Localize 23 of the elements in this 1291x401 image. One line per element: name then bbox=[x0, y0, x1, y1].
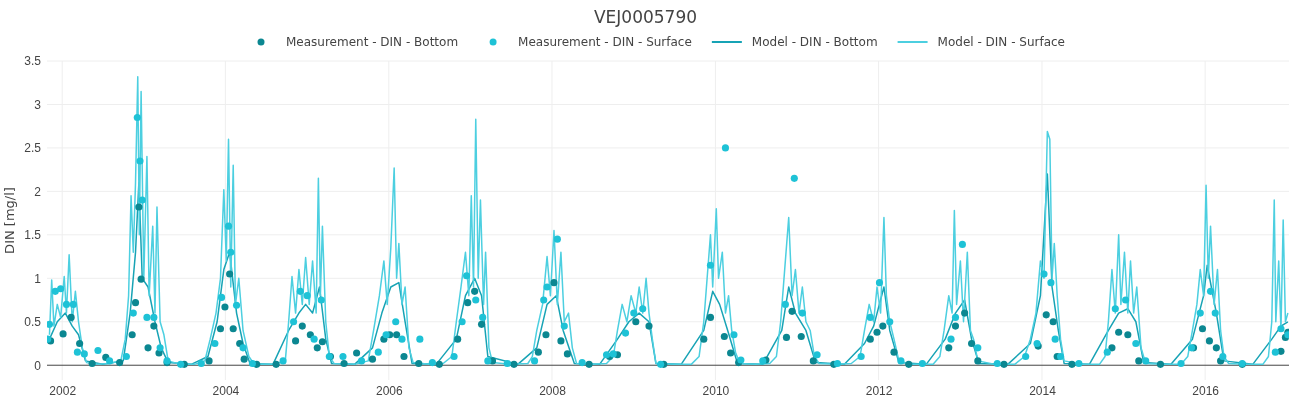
x-tick-label: 2012 bbox=[865, 383, 893, 398]
y-axis-title: DIN [mg/l] bbox=[2, 187, 17, 254]
legend-label: Measurement - DIN - Surface bbox=[518, 35, 692, 49]
line-series bbox=[48, 173, 1289, 366]
y-tick-label: 1 bbox=[34, 271, 42, 286]
legend-label: Model - DIN - Bottom bbox=[751, 35, 878, 49]
y-tick-label: 1.5 bbox=[24, 228, 42, 243]
y-tick-label: 3 bbox=[34, 97, 42, 112]
y-tick-label: 0.5 bbox=[24, 315, 42, 330]
y-tick-label: 3.5 bbox=[24, 54, 42, 69]
x-tick-label: 2014 bbox=[1029, 383, 1057, 398]
x-tick-label: 2002 bbox=[49, 383, 77, 398]
chart-title: VEJ0005790 bbox=[593, 7, 698, 27]
legend-label: Measurement - DIN - Bottom bbox=[286, 35, 459, 49]
y-tick-label: 0 bbox=[34, 358, 42, 373]
x-tick-label: 2006 bbox=[375, 383, 403, 398]
legend-label: Model - DIN - Surface bbox=[937, 35, 1065, 49]
x-tick-label: 2008 bbox=[539, 383, 567, 398]
x-tick-label: 2016 bbox=[1192, 383, 1220, 398]
x-tick-label: 2010 bbox=[702, 383, 730, 398]
x-tick-label: 2004 bbox=[212, 383, 240, 398]
y-tick-label: 2.5 bbox=[24, 141, 42, 156]
y-tick-label: 2 bbox=[34, 184, 42, 199]
